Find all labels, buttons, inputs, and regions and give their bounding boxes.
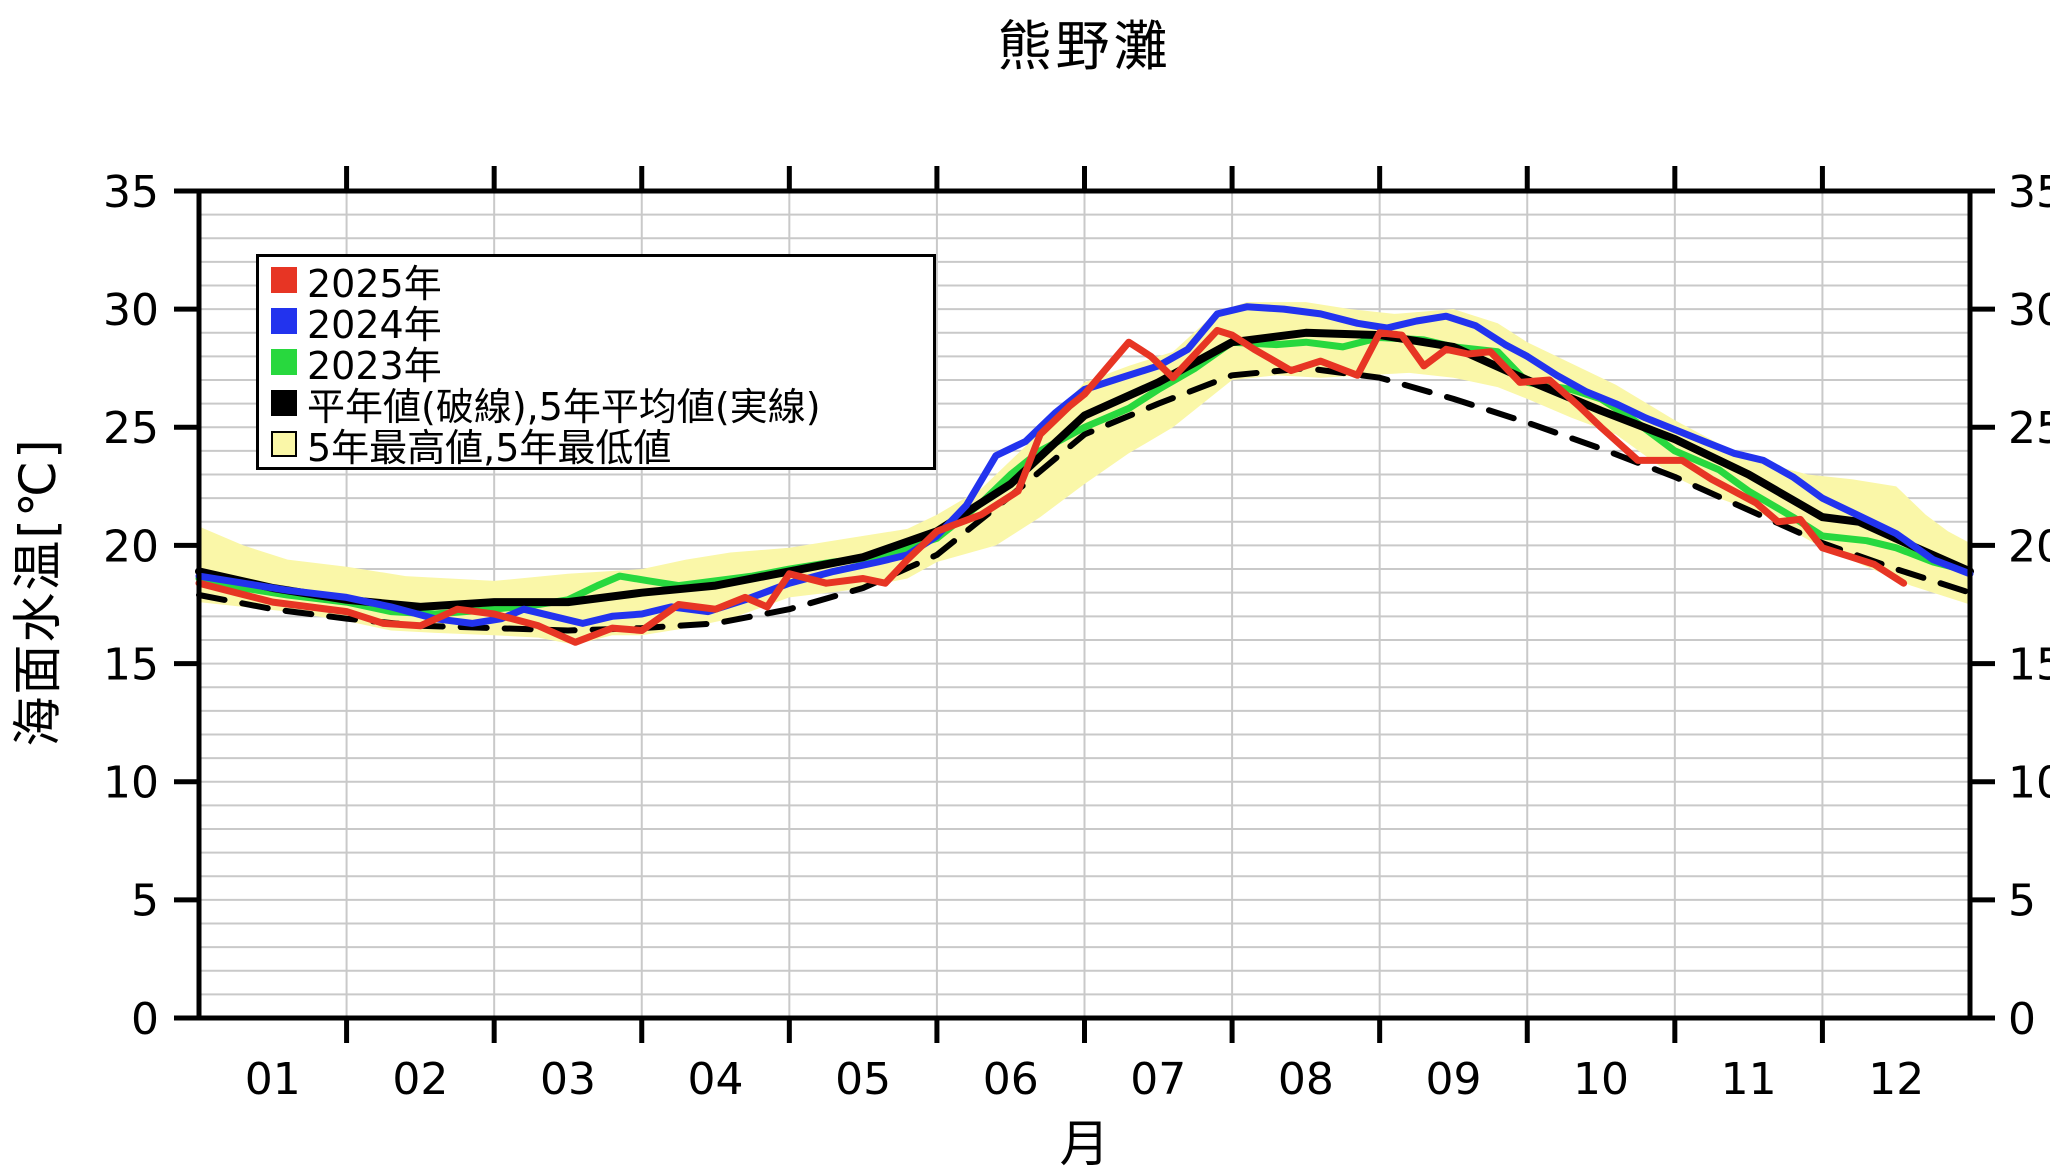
legend-swatch-2025-icon — [271, 267, 297, 293]
y-tick-label-right: 15 — [2008, 639, 2050, 690]
x-tick-label: 06 — [983, 1054, 1039, 1105]
y-axis-title: 海面水温[℃] — [9, 437, 67, 747]
y-tick-label-left: 10 — [103, 758, 159, 809]
legend-swatch-2023-icon — [271, 349, 297, 375]
x-axis-title: 月 — [1059, 1115, 1110, 1166]
chart-legend: 2025年 2024年 2023年 平年値(破線),5年平均値(実線) 5年最高… — [256, 254, 936, 470]
y-tick-label-left: 30 — [103, 285, 159, 336]
y-tick-label-left: 25 — [103, 403, 159, 454]
x-tick-label: 08 — [1278, 1054, 1334, 1105]
legend-item-minmax-band: 5年最高値,5年最低値 — [271, 424, 925, 470]
legend-label: 2023年 — [307, 343, 442, 388]
y-tick-label-right: 0 — [2008, 994, 2036, 1045]
x-tick-label: 03 — [540, 1054, 596, 1105]
y-tick-label-left: 0 — [131, 994, 159, 1045]
series-line-2025 — [195, 326, 1908, 646]
legend-label: 平年値(破線),5年平均値(実線) — [307, 384, 821, 429]
legend-label: 5年最高値,5年最低値 — [307, 425, 672, 470]
x-tick-label: 09 — [1425, 1054, 1481, 1105]
x-tick-label: 02 — [392, 1054, 448, 1105]
page-title: 熊野灘 — [997, 15, 1172, 78]
series-line-2024 — [195, 303, 1974, 627]
x-tick-label: 04 — [688, 1054, 744, 1105]
legend-item-normal-average: 平年値(破線),5年平均値(実線) — [271, 383, 925, 429]
legend-label: 2024年 — [307, 302, 442, 347]
y-tick-label-right: 25 — [2008, 403, 2050, 454]
band-5yr-minmax — [199, 302, 1970, 645]
legend-swatch-band-icon — [271, 431, 297, 457]
legend-item-2024: 2024年 — [271, 301, 925, 347]
legend-swatch-normal-icon — [271, 390, 297, 416]
legend-label: 2025年 — [307, 261, 442, 306]
series-line- — [196, 365, 1973, 634]
y-tick-label-right: 5 — [2008, 876, 2036, 927]
x-tick-label: 07 — [1130, 1054, 1186, 1105]
series-line-5 — [195, 328, 1974, 611]
y-tick-label-left: 15 — [103, 639, 159, 690]
y-tick-label-left: 20 — [103, 521, 159, 572]
x-tick-label: 05 — [835, 1054, 891, 1105]
x-tick-label: 10 — [1573, 1054, 1629, 1105]
y-tick-label-right: 35 — [2008, 167, 2050, 218]
y-tick-label-right: 10 — [2008, 758, 2050, 809]
y-tick-label-left: 35 — [103, 167, 159, 218]
y-tick-label-left: 5 — [131, 876, 159, 927]
legend-item-2023: 2023年 — [271, 342, 925, 388]
x-tick-label: 11 — [1721, 1054, 1777, 1105]
y-tick-label-right: 30 — [2008, 285, 2050, 336]
y-tick-label-right: 20 — [2008, 521, 2050, 572]
legend-item-2025: 2025年 — [271, 260, 925, 306]
legend-swatch-2024-icon — [271, 308, 297, 334]
x-tick-label: 01 — [245, 1054, 301, 1105]
x-tick-label: 12 — [1868, 1054, 1924, 1105]
